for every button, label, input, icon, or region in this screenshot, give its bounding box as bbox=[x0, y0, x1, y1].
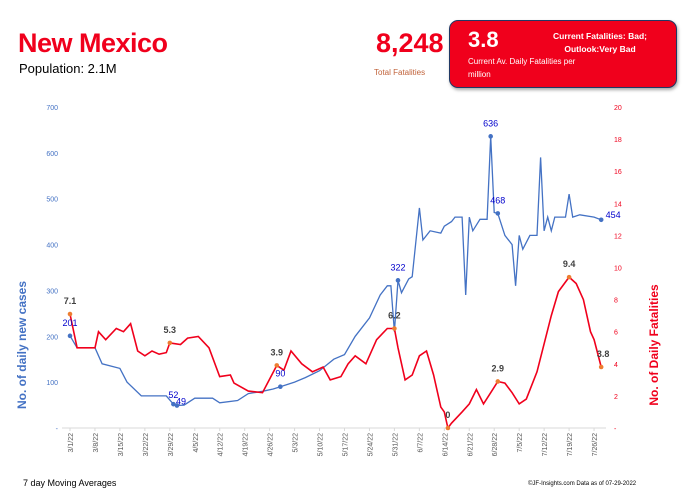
x-tick-label: 4/5/22 bbox=[193, 433, 200, 453]
data-point-marker bbox=[566, 274, 572, 280]
fatalities-line bbox=[69, 275, 602, 430]
data-label: 0 bbox=[445, 410, 450, 420]
x-tick-label: 5/3/22 bbox=[293, 433, 300, 453]
y-tick-right: 18 bbox=[614, 137, 622, 144]
card-label: Current Av. Daily Fatalities per million bbox=[468, 57, 576, 79]
data-point-marker bbox=[395, 278, 401, 283]
data-label: 9.4 bbox=[563, 259, 576, 269]
data-label: 90 bbox=[275, 369, 285, 379]
data-label: 454 bbox=[606, 210, 621, 220]
data-label: 52 bbox=[168, 390, 178, 400]
data-label: 3.9 bbox=[271, 347, 284, 357]
x-tick-label: 5/10/22 bbox=[318, 433, 325, 456]
x-tick-label: 7/5/22 bbox=[517, 433, 524, 453]
y-tick-right: 6 bbox=[614, 330, 618, 337]
y-tick-right: - bbox=[614, 426, 617, 433]
current-fatalities-card: 3.8 Current Av. Daily Fatalities per mil… bbox=[449, 20, 677, 88]
data-label: 49 bbox=[176, 397, 186, 407]
data-point-marker bbox=[598, 364, 604, 370]
population-label: Population: 2.1M bbox=[19, 61, 117, 76]
card-status: Current Fatalities: Bad; Outlook:Very Ba… bbox=[545, 30, 655, 56]
x-tick-label: 4/26/22 bbox=[268, 433, 275, 456]
data-label: 3.8 bbox=[597, 349, 610, 359]
y-tick-left: 300 bbox=[46, 288, 58, 295]
data-point-marker bbox=[598, 217, 604, 223]
footer-note: 7 day Moving Averages bbox=[23, 478, 117, 488]
x-tick-label: 5/31/22 bbox=[392, 433, 399, 456]
x-tick-label: 6/28/22 bbox=[492, 433, 499, 456]
y-tick-left: 600 bbox=[46, 151, 58, 158]
data-point-marker bbox=[67, 333, 73, 339]
total-fatalities-value: 8,248 bbox=[376, 28, 444, 58]
x-tick-label: 6/14/22 bbox=[442, 433, 449, 456]
data-label: 5.3 bbox=[164, 325, 177, 335]
data-label: 322 bbox=[390, 262, 405, 272]
data-point-marker bbox=[274, 363, 280, 368]
cases-line bbox=[69, 136, 602, 407]
data-point-marker bbox=[488, 134, 493, 139]
x-tick-label: 5/17/22 bbox=[343, 433, 350, 456]
data-label: 6.2 bbox=[388, 310, 401, 320]
y-tick-right: 8 bbox=[614, 298, 618, 305]
data-point-marker bbox=[445, 425, 451, 431]
x-tick-label: 4/19/22 bbox=[243, 433, 250, 456]
x-tick-label: 3/8/22 bbox=[93, 433, 100, 453]
y-tick-right: 2 bbox=[614, 394, 618, 401]
data-point-marker bbox=[67, 311, 73, 317]
y-tick-right: 10 bbox=[614, 266, 622, 273]
y-tick-left: 100 bbox=[46, 380, 58, 387]
x-tick-label: 3/29/22 bbox=[168, 433, 175, 456]
x-tick-label: 6/21/22 bbox=[467, 433, 474, 456]
data-label: 636 bbox=[483, 118, 498, 128]
x-tick-label: 4/12/22 bbox=[218, 433, 225, 456]
y-tick-left: 400 bbox=[46, 243, 58, 250]
page-title: New Mexico bbox=[18, 28, 168, 58]
card-value: 3.8 bbox=[468, 27, 499, 52]
data-point-marker bbox=[167, 340, 173, 346]
data-point-marker bbox=[495, 211, 501, 216]
data-point-marker bbox=[171, 401, 176, 407]
y-axis-label-left: No. of daily new cases bbox=[15, 281, 29, 409]
data-label: 2.9 bbox=[492, 363, 505, 373]
x-tick-label: 7/26/22 bbox=[592, 433, 599, 456]
y-tick-left: 500 bbox=[46, 197, 58, 204]
x-tick-label: 3/22/22 bbox=[143, 433, 150, 456]
x-tick-label: 6/7/22 bbox=[417, 433, 424, 453]
total-fatalities-label: Total Fatalities bbox=[374, 68, 426, 77]
x-tick-label: 3/1/22 bbox=[68, 433, 75, 453]
y-tick-left: - bbox=[56, 426, 59, 433]
status-line-2: Outlook:Very Bad bbox=[564, 44, 636, 54]
x-tick-label: 7/19/22 bbox=[567, 433, 574, 456]
y-tick-right: 14 bbox=[614, 201, 622, 208]
x-tick-label: 3/15/22 bbox=[118, 433, 125, 456]
footer-credit: ©JF-Insights.com Data as of 07-29-2022 bbox=[528, 481, 637, 487]
y-tick-right: 12 bbox=[614, 233, 622, 240]
data-point-marker bbox=[174, 403, 180, 408]
data-label: 201 bbox=[62, 318, 77, 328]
data-point-marker bbox=[392, 326, 397, 331]
data-point-marker bbox=[278, 384, 283, 390]
y-tick-left: 200 bbox=[46, 334, 58, 341]
status-line-1: Current Fatalities: Bad; bbox=[553, 31, 647, 41]
y-tick-right: 20 bbox=[614, 105, 622, 112]
y-tick-right: 16 bbox=[614, 169, 622, 176]
y-axis-label-right: No. of Daily Fatalities bbox=[647, 284, 661, 406]
y-tick-left: 700 bbox=[46, 105, 58, 112]
x-tick-label: 5/24/22 bbox=[367, 433, 374, 456]
data-label: 468 bbox=[490, 195, 505, 205]
data-label: 7.1 bbox=[64, 296, 77, 306]
x-tick-label: 7/12/22 bbox=[542, 433, 549, 456]
data-point-marker bbox=[495, 379, 501, 384]
y-tick-right: 4 bbox=[614, 362, 618, 369]
